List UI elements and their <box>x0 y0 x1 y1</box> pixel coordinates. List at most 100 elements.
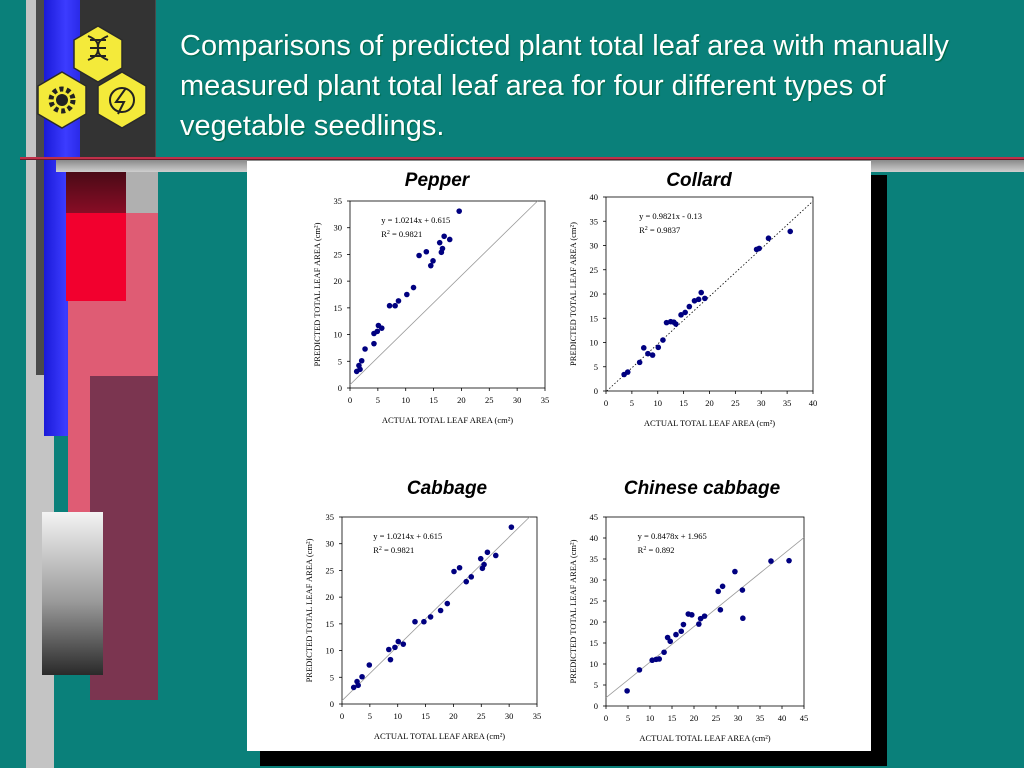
data-point <box>371 340 377 347</box>
logo-hexagon-right <box>97 71 147 129</box>
x-tick-label: 25 <box>731 398 740 408</box>
data-point <box>508 524 515 530</box>
y-tick-label: 15 <box>590 313 599 323</box>
data-point <box>765 235 772 242</box>
data-point <box>649 352 656 358</box>
y-tick-label: 35 <box>334 196 343 206</box>
y-tick-label: 20 <box>334 276 343 286</box>
data-point <box>787 228 794 235</box>
data-point <box>492 552 499 559</box>
y-tick-label: 5 <box>594 680 598 690</box>
y-tick-label: 15 <box>334 303 343 313</box>
x-tick-label: 0 <box>340 711 344 721</box>
x-tick-label: 35 <box>541 395 550 405</box>
x-tick-label: 5 <box>376 395 380 405</box>
data-point <box>624 369 631 375</box>
x-tick-label: 25 <box>485 395 494 405</box>
x-tick-label: 0 <box>604 398 608 408</box>
regression-equation: y = 0.8478x + 1.965 <box>638 531 707 541</box>
y-tick-label: 40 <box>590 533 599 543</box>
data-point <box>456 208 462 214</box>
y-tick-label: 10 <box>590 338 599 348</box>
data-point <box>427 262 434 269</box>
data-point <box>715 588 721 595</box>
x-tick-label: 10 <box>646 713 655 723</box>
plot-frame-cabbage <box>341 516 538 705</box>
x-tick-label: 20 <box>449 711 458 721</box>
y-tick-label: 25 <box>590 596 599 606</box>
data-point <box>719 583 726 590</box>
x-tick-label: 15 <box>679 398 688 408</box>
data-point <box>680 621 687 628</box>
data-point <box>387 656 394 663</box>
chart-title-chinese-cabbage: Chinese cabbage <box>623 478 781 499</box>
data-point <box>362 346 368 352</box>
x-tick-label: 30 <box>757 398 766 408</box>
logo-hexagon-top <box>73 25 123 83</box>
data-point <box>673 321 679 327</box>
y-tick-label: 5 <box>594 362 598 372</box>
y-tick-label: 25 <box>326 565 335 575</box>
y-tick-label: 10 <box>590 659 599 669</box>
y-tick-label: 20 <box>326 592 335 602</box>
deco-red-block <box>66 213 126 301</box>
data-point <box>732 568 738 575</box>
data-point <box>374 328 381 335</box>
data-point <box>636 359 643 366</box>
data-point <box>386 646 392 653</box>
data-point <box>689 612 695 618</box>
data-point <box>717 607 724 613</box>
y-tick-label: 30 <box>590 575 599 585</box>
slide-title: Comparisons of predicted plant total lea… <box>180 30 949 142</box>
lightning-icon <box>109 87 135 113</box>
y-tick-label: 0 <box>594 701 598 711</box>
data-point <box>636 667 643 673</box>
data-point <box>702 295 708 302</box>
y-tick-label: 25 <box>334 249 343 259</box>
x-tick-label: 30 <box>734 713 743 723</box>
y-tick-label: 5 <box>338 356 342 366</box>
data-point <box>481 561 487 568</box>
data-point <box>673 631 679 638</box>
r-squared-label: R2 = 0.9821 <box>381 229 422 239</box>
y-tick-label: 30 <box>326 539 335 549</box>
x-tick-label: 15 <box>421 711 430 721</box>
x-axis-label: ACTUAL TOTAL LEAF AREA (cm²) <box>644 418 775 428</box>
trend-line <box>341 516 530 701</box>
data-point <box>437 607 444 614</box>
y-axis-label: PREDICTED TOTAL LEAF AREA (cm²) <box>568 539 578 683</box>
data-point <box>701 613 708 619</box>
data-point <box>427 614 434 620</box>
y-tick-label: 15 <box>326 619 335 629</box>
regression-equation: y = 1.0214x + 0.615 <box>381 215 450 225</box>
x-tick-label: 0 <box>348 395 352 405</box>
data-point <box>456 564 463 571</box>
plot-frame-chinese-cabbage <box>605 516 805 707</box>
x-tick-label: 5 <box>630 398 634 408</box>
data-point <box>410 284 417 291</box>
data-point <box>740 615 746 622</box>
data-point <box>395 638 402 645</box>
plot-chinese-cabbage: 0 5 10 15 20 25 30 35 40 45 0 5 10 15 20 25 30 35 40 45 ACTU… <box>568 512 808 743</box>
x-tick-label: 35 <box>783 398 792 408</box>
data-point <box>645 350 651 357</box>
data-point <box>423 248 430 255</box>
x-tick-label: 45 <box>800 713 809 723</box>
data-point <box>400 641 407 647</box>
data-point <box>655 344 662 351</box>
y-tick-label: 10 <box>334 330 343 340</box>
chart-title-collard: Collard <box>666 170 732 191</box>
y-tick-label: 40 <box>590 192 599 202</box>
x-tick-label: 40 <box>809 398 818 408</box>
data-point <box>698 289 705 296</box>
trend-line <box>606 200 814 392</box>
data-point <box>366 662 373 668</box>
r-squared-label: R2 = 0.9837 <box>639 225 680 235</box>
data-point <box>660 337 666 343</box>
y-tick-label: 15 <box>590 638 599 648</box>
y-tick-label: 20 <box>590 289 599 299</box>
deco-dark-red-block <box>66 172 126 214</box>
data-point <box>484 549 491 556</box>
y-tick-label: 35 <box>590 554 599 564</box>
y-tick-label: 20 <box>590 617 599 627</box>
